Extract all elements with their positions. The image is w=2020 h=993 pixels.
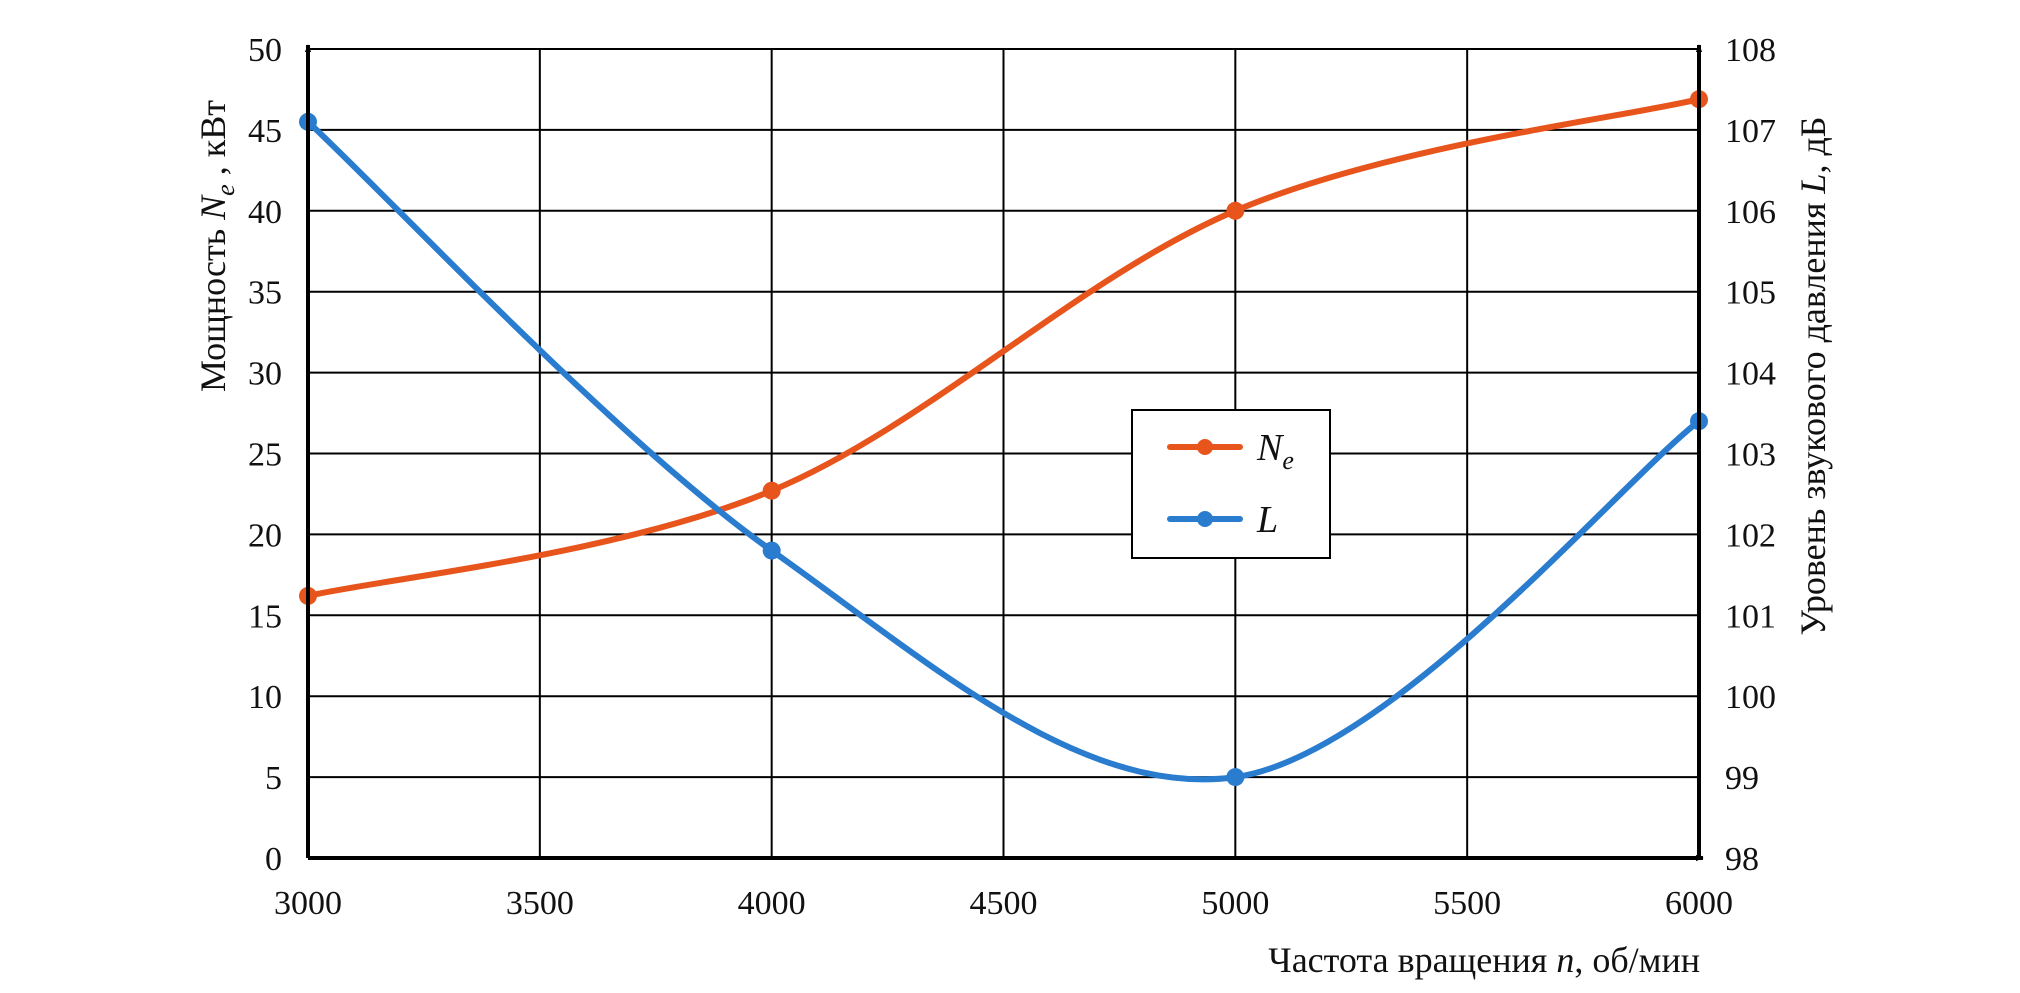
data-point: [1226, 201, 1245, 220]
y-left-tick-label: 0: [265, 841, 282, 878]
y-right-tick-label: 103: [1725, 437, 1776, 474]
y-right-tick-label: 98: [1725, 841, 1759, 878]
x-tick-label: 3500: [506, 885, 574, 922]
legend-label-l: L: [1256, 499, 1278, 541]
y-left-tick-label: 45: [248, 113, 282, 150]
y-right-tick-label: 105: [1725, 275, 1776, 312]
x-axis-title: Частота вращения n, об/мин: [1268, 940, 1700, 980]
x-tick-label: 6000: [1665, 885, 1733, 922]
y-left-tick-label: 15: [248, 598, 282, 635]
x-tick-label: 4000: [738, 885, 806, 922]
legend-item-ne: Ne: [1167, 427, 1294, 475]
x-tick-label: 5500: [1433, 885, 1501, 922]
y-left-axis-title: Мощность Ne , кВт: [193, 100, 240, 392]
y-left-tick-label: 50: [248, 32, 282, 69]
legend-item-l: L: [1167, 499, 1278, 541]
y-right-tick-label: 102: [1725, 517, 1776, 554]
series-line: [305, 118, 1702, 783]
data-point: [762, 481, 781, 500]
y-right-tick-label: 107: [1725, 113, 1776, 150]
y-left-tick-label: 20: [248, 517, 282, 554]
y-left-tick-label: 25: [248, 437, 282, 474]
y-left-tick-label: 5: [265, 760, 282, 797]
legend-label-ne: Ne: [1256, 427, 1294, 475]
axes: [304, 44, 1704, 862]
y-right-tick-label: 99: [1725, 760, 1759, 797]
y-right-tick-label: 106: [1725, 194, 1776, 231]
data-point: [762, 541, 781, 560]
y-left-tick-label: 30: [248, 356, 282, 393]
series-line: [305, 96, 1702, 599]
x-tick-label: 4500: [970, 885, 1038, 922]
y-right-tick-label: 108: [1725, 32, 1776, 69]
grid: [308, 48, 1699, 858]
data-point: [1226, 768, 1245, 787]
x-tick-label: 5000: [1201, 885, 1269, 922]
legend-box: [1131, 409, 1331, 559]
y-right-tick-label: 101: [1725, 598, 1776, 635]
y-left-tick-label: 35: [248, 275, 282, 312]
legend: Ne L: [1131, 409, 1331, 559]
x-tick-label: 3000: [274, 885, 342, 922]
y-right-tick-label: 104: [1725, 356, 1776, 393]
y-right-axis-title: Уровень звукового давления L, дБ: [1793, 117, 1833, 636]
y-left-tick-label: 10: [248, 679, 282, 716]
y-left-tick-label: 40: [248, 194, 282, 231]
series-ne: [299, 90, 1708, 605]
tick-labels: 3000 3500 4000 4500 5000 5500 6000 0 5 10 15 20 25 30…: [248, 32, 1776, 922]
y-right-tick-label: 100: [1725, 679, 1776, 716]
